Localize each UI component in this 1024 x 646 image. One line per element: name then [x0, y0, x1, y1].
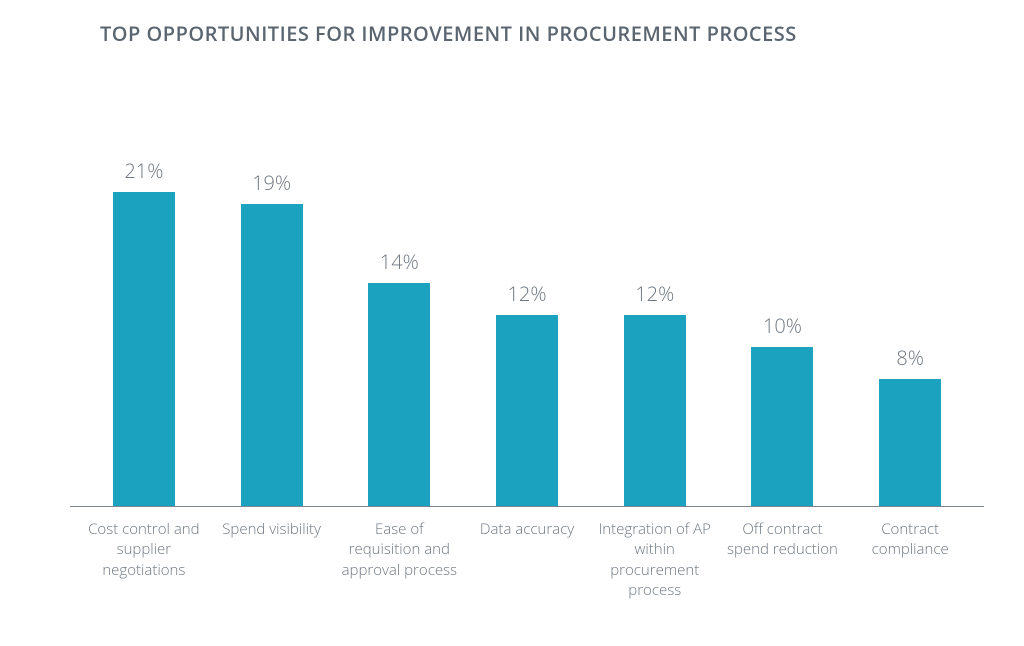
bar: [113, 192, 175, 506]
bar-wrapper: 10%: [719, 157, 847, 506]
category-label: Data accuracy: [463, 519, 591, 600]
bar-wrapper: 21%: [80, 157, 208, 506]
bar: [368, 283, 430, 506]
chart-title: TOP OPPORTUNITIES FOR IMPROVEMENT IN PRO…: [70, 20, 984, 47]
bar-value-label: 10%: [763, 312, 802, 339]
bar-value-label: 12%: [508, 280, 547, 307]
category-labels-row: Cost control and supplier negotiations S…: [70, 507, 984, 600]
bar-value-label: 12%: [635, 280, 674, 307]
bar-value-label: 19%: [252, 169, 291, 196]
chart-plot-area: 21% 19% 14% 12% 12% 10% 8%: [70, 157, 984, 507]
bar: [624, 315, 686, 506]
category-label: Ease of requisition and approval process: [335, 519, 463, 600]
bar: [241, 204, 303, 506]
bar-value-label: 21%: [124, 157, 163, 184]
bar-wrapper: 14%: [335, 157, 463, 506]
category-label: Integration of AP within procurement pro…: [591, 519, 719, 600]
bar-value-label: 8%: [896, 344, 924, 371]
bar-wrapper: 12%: [591, 157, 719, 506]
category-label: Spend visibility: [208, 519, 336, 600]
bar: [496, 315, 558, 506]
bar-wrapper: 12%: [463, 157, 591, 506]
category-label: Off contract spend reduction: [719, 519, 847, 600]
bar: [879, 379, 941, 506]
bar-wrapper: 8%: [846, 157, 974, 506]
category-label: Cost control and supplier negotiations: [80, 519, 208, 600]
bar: [751, 347, 813, 506]
bar-wrapper: 19%: [208, 157, 336, 506]
category-label: Contract compliance: [846, 519, 974, 600]
bar-value-label: 14%: [380, 248, 419, 275]
